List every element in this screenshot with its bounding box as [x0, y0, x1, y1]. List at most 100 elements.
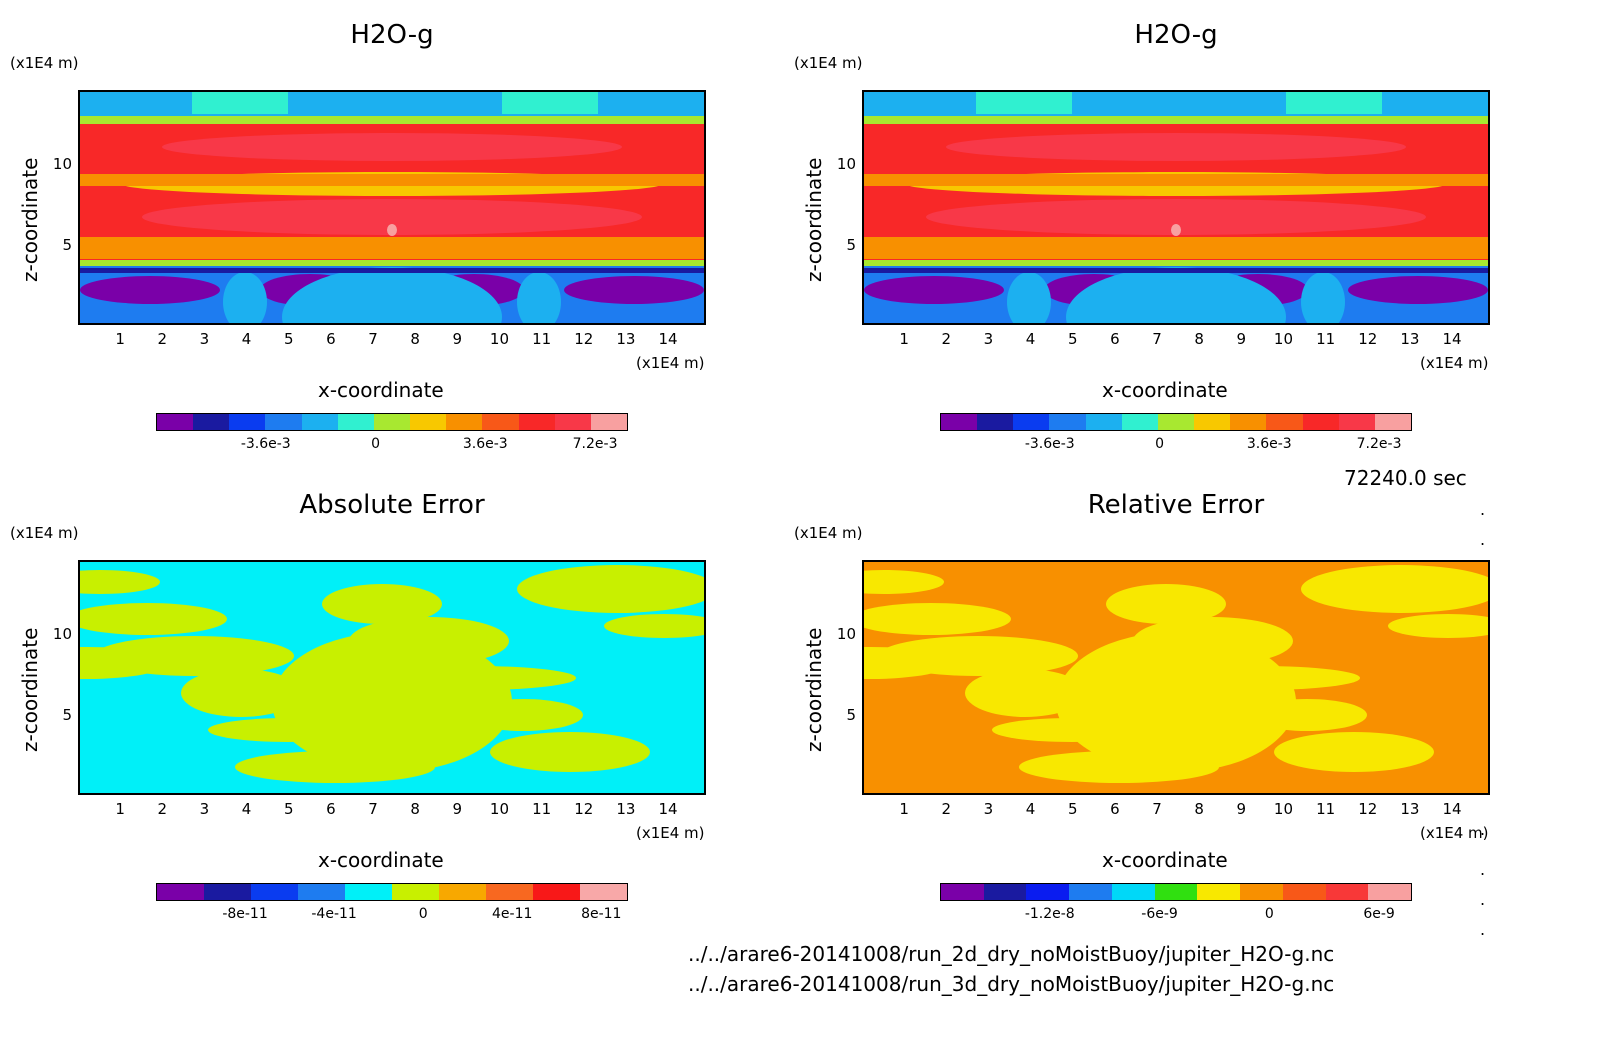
field-blob — [162, 133, 622, 161]
x-tick-label: 10 — [1273, 330, 1294, 348]
plot-area — [78, 90, 706, 325]
x-axis-title: x-coordinate — [1102, 378, 1228, 402]
colorbar-swatch — [977, 414, 1014, 430]
colorbar-swatch — [265, 414, 302, 430]
x-axis-title: x-coordinate — [318, 378, 444, 402]
field-blob — [142, 199, 642, 235]
x-tick-label: 1 — [115, 330, 125, 348]
x-unit-label: (x1E4 m) — [1420, 824, 1489, 842]
field-band — [864, 237, 1488, 259]
colorbar-swatch — [1121, 414, 1158, 430]
field-blob — [181, 669, 301, 717]
field-blob — [604, 614, 704, 638]
x-tick-label: 8 — [1194, 330, 1204, 348]
y-tick-label: 5 — [846, 235, 856, 254]
colorbar-swatch — [554, 414, 591, 430]
y-unit-label: (x1E4 m) — [794, 524, 863, 542]
x-tick-label: 10 — [1273, 800, 1294, 818]
colorbar-swatch — [1368, 884, 1412, 900]
x-tick-label: 9 — [452, 800, 463, 818]
x-tick-label: 8 — [410, 330, 420, 348]
field-band — [864, 260, 1488, 266]
x-tick-label: 13 — [1400, 330, 1420, 348]
colorbar-swatch — [1026, 884, 1070, 900]
x-tick-label: 4 — [241, 800, 252, 818]
field-band — [864, 268, 1488, 273]
x-tick-label: 2 — [941, 800, 952, 818]
colorbar-swatch — [410, 414, 447, 430]
colorbar-swatch — [482, 414, 519, 430]
x-tick-label: 10 — [489, 800, 510, 818]
colorbar-label: 0 — [1264, 906, 1274, 922]
x-tick-label: 11 — [1316, 800, 1336, 818]
x-tick-label: 3 — [983, 800, 994, 818]
x-tick-label: 10 — [489, 330, 510, 348]
field-band — [864, 174, 1488, 186]
x-tick-label: 8 — [1194, 800, 1204, 818]
field-band — [864, 92, 1488, 120]
colorbar-swatch — [157, 414, 194, 430]
x-tick-label: 9 — [452, 330, 463, 348]
plot-area — [78, 560, 706, 795]
plot-area — [862, 90, 1490, 325]
dot-marker: . — [1480, 500, 1486, 519]
x-tick-label: 1 — [899, 800, 909, 818]
field-blob — [272, 632, 512, 772]
colorbar-swatch — [1154, 884, 1198, 900]
field-band — [80, 268, 704, 273]
x-tick-label: 13 — [616, 330, 636, 348]
colorbar-swatch — [193, 414, 230, 430]
field-blob — [80, 647, 167, 679]
dot-marker: . — [1480, 920, 1486, 939]
x-tick-label: 12 — [1358, 800, 1378, 818]
colorbar-swatch — [941, 884, 984, 900]
x-tick-label: 5 — [283, 330, 294, 348]
field-blob — [223, 272, 267, 323]
colorbar-swatch — [1282, 884, 1326, 900]
y-tick-label: 5 — [62, 705, 72, 724]
field-blob — [80, 603, 227, 635]
colorbar-swatch — [251, 884, 298, 900]
colorbar-swatch — [446, 414, 483, 430]
colorbar-swatch — [345, 884, 392, 900]
colorbar-swatch — [518, 414, 555, 430]
x-tick-label: 2 — [157, 330, 168, 348]
x-tick-label: 11 — [532, 800, 552, 818]
colorbar-swatch — [301, 414, 338, 430]
field-blob — [864, 276, 1004, 304]
dot-marker: . — [1480, 890, 1486, 909]
dot-marker: . — [1480, 860, 1486, 879]
x-tick-label: 9 — [1236, 330, 1247, 348]
colorbar — [940, 883, 1412, 901]
x-tick-label: 14 — [1442, 800, 1462, 818]
y-tick-label: 10 — [52, 625, 72, 644]
colorbar-swatch — [392, 884, 439, 900]
x-tick-label: 6 — [326, 800, 336, 818]
x-tick-label: 13 — [1400, 800, 1420, 818]
y-unit-label: (x1E4 m) — [10, 524, 79, 542]
file-path-2: ../../arare6-20141008/run_3d_dry_noMoist… — [688, 972, 1335, 996]
file-path-1: ../../arare6-20141008/run_2d_dry_noMoist… — [688, 942, 1335, 966]
colorbar-swatch — [1013, 414, 1050, 430]
x-unit-label: (x1E4 m) — [1420, 354, 1489, 372]
field-blob — [1056, 632, 1296, 772]
y-axis-title: z-coordinate — [18, 157, 42, 282]
colorbar-swatch — [1085, 414, 1122, 430]
x-tick-label: 2 — [157, 800, 168, 818]
y-tick-label: 10 — [52, 155, 72, 174]
colorbar-label: -4e-11 — [311, 906, 357, 922]
colorbar — [940, 413, 1412, 431]
x-tick-label: 7 — [368, 800, 378, 818]
field-blob — [1301, 565, 1488, 613]
field-band — [502, 92, 598, 114]
heatmap-field — [80, 562, 704, 793]
colorbar-label: 7.2e-3 — [1356, 436, 1402, 452]
field-blob — [282, 267, 502, 323]
x-tick-label: 8 — [410, 800, 420, 818]
colorbar-swatch — [204, 884, 251, 900]
x-tick-label: 4 — [1025, 800, 1036, 818]
y-axis-title: z-coordinate — [18, 627, 42, 752]
plot-title: H2O-g — [350, 20, 434, 50]
field-blob — [564, 276, 704, 304]
colorbar-swatch — [157, 884, 204, 900]
